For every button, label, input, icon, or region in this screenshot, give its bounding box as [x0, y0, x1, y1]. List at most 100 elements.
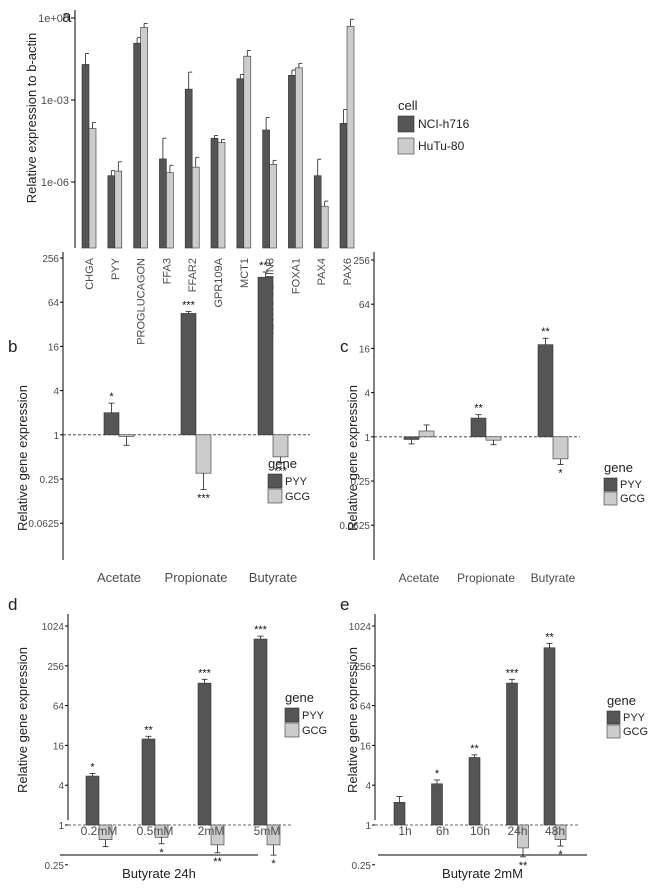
x-tick-label: 0.5mM [137, 824, 174, 838]
x-tick-label: Propionate [165, 570, 228, 585]
x-tick-label: Butyrate [249, 570, 297, 585]
y-tick-label: 4 [365, 781, 371, 792]
y-tick-label: 64 [53, 702, 65, 713]
x-tick-label: 1h [398, 824, 411, 838]
legend-label: PYY [285, 476, 308, 488]
y-tick-label: 16 [360, 741, 372, 752]
y-tick-label: 0.25 [352, 861, 372, 872]
y-tick-label: 256 [354, 662, 371, 673]
y-tick-label: 256 [353, 256, 370, 267]
bar [470, 417, 487, 438]
panel-e-letter: e [340, 595, 349, 614]
bar [103, 412, 120, 436]
y-axis-label: Relative gene expression [345, 385, 360, 531]
significance-label: * [558, 467, 563, 479]
legend-title: gene [285, 690, 314, 705]
legend-swatch [267, 473, 283, 489]
legend-swatch [603, 477, 618, 492]
legend-label: HuTu-80 [418, 139, 465, 153]
legend-swatch [606, 710, 621, 725]
significance-label: *** [182, 299, 196, 311]
significance-label: ** [474, 403, 483, 415]
x-tick-label: FFA3 [161, 258, 173, 284]
legend-title: gene [268, 456, 297, 471]
y-tick-label: 16 [53, 741, 65, 752]
legend-label: GCG [623, 726, 648, 738]
bar [107, 175, 116, 249]
significance-label: ** [213, 856, 222, 868]
bar [184, 88, 193, 249]
legend-label: PYY [302, 710, 325, 722]
y-tick-label: 1 [364, 433, 370, 444]
y-tick-label: 16 [359, 344, 371, 355]
y-axis-label: Relative gene expression [15, 385, 30, 531]
y-tick-label: 16 [48, 342, 60, 353]
bar [403, 436, 420, 440]
y-tick-label: 0.25 [40, 475, 60, 486]
bar [272, 434, 289, 458]
x-tick-label: 0.2mM [81, 824, 118, 838]
significance-label: * [109, 391, 114, 403]
bar [118, 434, 135, 437]
bar [346, 25, 355, 249]
bar [88, 128, 97, 249]
y-tick-label: 4 [53, 387, 59, 398]
x-tick-label: Acetate [399, 571, 440, 585]
legend-label: GCG [285, 491, 310, 503]
panel-b-letter: b [8, 337, 17, 356]
significance-label: *** [259, 260, 273, 272]
legend-swatch [606, 724, 621, 739]
y-tick-label: 64 [359, 300, 371, 311]
x-tick-label: GPR109A [213, 257, 225, 307]
y-tick-label: 0.0625 [28, 519, 59, 530]
y-tick-label: 64 [48, 298, 60, 309]
y-tick-label: 1e+00 [38, 13, 69, 25]
bar [166, 172, 174, 249]
bar [81, 64, 90, 249]
bar [159, 158, 167, 249]
bar [133, 42, 141, 249]
bar [543, 647, 556, 826]
y-tick-label: 1024 [42, 622, 65, 633]
y-axis-label: Relative gene expression [345, 647, 360, 793]
x-tick-label: 2mM [198, 824, 225, 838]
x-tick-label: 24h [507, 824, 527, 838]
bar [180, 313, 197, 436]
y-tick-label: 0.0625 [339, 521, 370, 532]
legend-label: GCG [302, 725, 327, 737]
bar [393, 802, 406, 826]
legend-label: NCI-h716 [418, 117, 470, 131]
legend-label: GCG [620, 493, 645, 505]
significance-label: ** [541, 326, 550, 338]
panel-a-letter: a [62, 7, 72, 26]
group-label: Butyrate 24h [122, 866, 196, 881]
significance-label: ** [545, 631, 554, 643]
significance-label: * [271, 858, 276, 870]
bar [506, 682, 518, 826]
significance-label: ** [144, 724, 153, 736]
bar [253, 638, 268, 826]
x-tick-label: PYY [110, 257, 122, 280]
bar [243, 55, 252, 249]
bar [217, 142, 226, 249]
bar [210, 137, 219, 249]
bar [537, 344, 554, 438]
bar [320, 205, 329, 249]
y-tick-label: 0.25 [45, 861, 65, 872]
legend-title: cell [398, 98, 418, 113]
y-tick-label: 1 [365, 821, 371, 832]
bar [114, 170, 123, 249]
legend-label: PYY [623, 712, 646, 724]
group-label: Butyrate 2mM [442, 866, 523, 881]
bar [197, 682, 212, 826]
x-tick-label: Butyrate [531, 571, 576, 585]
x-tick-label: PAX4 [316, 258, 328, 285]
bar [288, 75, 296, 249]
bar [468, 757, 481, 826]
legend-title: gene [607, 693, 636, 708]
